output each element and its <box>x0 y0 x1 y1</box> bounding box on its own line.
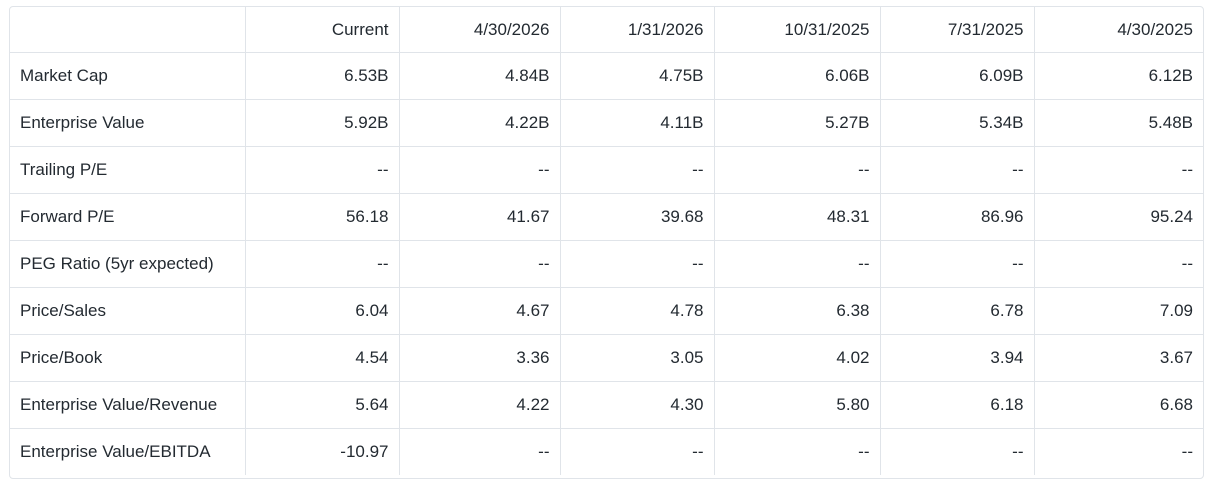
cell-value: -- <box>560 146 715 194</box>
cell-value: -- <box>245 240 400 288</box>
cell-value: 5.48B <box>1034 99 1203 147</box>
row-label: Forward P/E <box>10 193 246 241</box>
cell-value: -- <box>1034 240 1203 288</box>
cell-value: 4.78 <box>560 287 715 335</box>
cell-value: 4.54 <box>245 334 400 382</box>
cell-value: 4.67 <box>399 287 561 335</box>
table-row: Forward P/E 56.18 41.67 39.68 48.31 86.9… <box>10 193 1203 241</box>
column-header-period-1: 4/30/2026 <box>399 7 561 53</box>
column-header-period-4: 7/31/2025 <box>880 7 1035 53</box>
cell-value: 4.75B <box>560 52 715 100</box>
cell-value: 6.68 <box>1034 381 1203 429</box>
cell-value: 4.84B <box>399 52 561 100</box>
column-header-period-2: 1/31/2026 <box>560 7 715 53</box>
cell-value: 5.80 <box>714 381 881 429</box>
table-row: Enterprise Value/Revenue 5.64 4.22 4.30 … <box>10 381 1203 429</box>
cell-value: -- <box>714 146 881 194</box>
table-row: Price/Sales 6.04 4.67 4.78 6.38 6.78 7.0… <box>10 287 1203 335</box>
cell-value: -- <box>880 428 1035 475</box>
cell-value: 6.04 <box>245 287 400 335</box>
cell-value: 86.96 <box>880 193 1035 241</box>
cell-value: 4.22B <box>399 99 561 147</box>
cell-value: 6.12B <box>1034 52 1203 100</box>
valuation-measures-table: Current 4/30/2026 1/31/2026 10/31/2025 7… <box>9 6 1204 479</box>
table-row: Enterprise Value/EBITDA -10.97 -- -- -- … <box>10 428 1203 475</box>
cell-value: -- <box>1034 146 1203 194</box>
row-label: Enterprise Value <box>10 99 246 147</box>
cell-value: -10.97 <box>245 428 400 475</box>
cell-value: 95.24 <box>1034 193 1203 241</box>
cell-value: 6.38 <box>714 287 881 335</box>
cell-value: 6.06B <box>714 52 881 100</box>
cell-value: -- <box>714 428 881 475</box>
table-row: Market Cap 6.53B 4.84B 4.75B 6.06B 6.09B… <box>10 52 1203 100</box>
cell-value: 3.36 <box>399 334 561 382</box>
column-header-current: Current <box>245 7 400 53</box>
table-body: Market Cap 6.53B 4.84B 4.75B 6.06B 6.09B… <box>10 52 1203 475</box>
cell-value: 4.02 <box>714 334 881 382</box>
cell-value: -- <box>245 146 400 194</box>
column-header-label <box>10 7 246 53</box>
cell-value: 3.05 <box>560 334 715 382</box>
cell-value: 6.18 <box>880 381 1035 429</box>
row-label: Enterprise Value/Revenue <box>10 381 246 429</box>
table-header: Current 4/30/2026 1/31/2026 10/31/2025 7… <box>10 7 1203 53</box>
cell-value: 7.09 <box>1034 287 1203 335</box>
column-header-period-3: 10/31/2025 <box>714 7 881 53</box>
cell-value: -- <box>880 146 1035 194</box>
cell-value: 48.31 <box>714 193 881 241</box>
cell-value: -- <box>560 428 715 475</box>
cell-value: 56.18 <box>245 193 400 241</box>
row-label: Enterprise Value/EBITDA <box>10 428 246 475</box>
header-row: Current 4/30/2026 1/31/2026 10/31/2025 7… <box>10 7 1203 53</box>
row-label: PEG Ratio (5yr expected) <box>10 240 246 288</box>
cell-value: 3.67 <box>1034 334 1203 382</box>
cell-value: 4.11B <box>560 99 715 147</box>
table-row: PEG Ratio (5yr expected) -- -- -- -- -- … <box>10 240 1203 288</box>
cell-value: 39.68 <box>560 193 715 241</box>
cell-value: 5.92B <box>245 99 400 147</box>
column-header-period-5: 4/30/2025 <box>1034 7 1203 53</box>
cell-value: -- <box>560 240 715 288</box>
cell-value: 3.94 <box>880 334 1035 382</box>
cell-value: 41.67 <box>399 193 561 241</box>
cell-value: 6.09B <box>880 52 1035 100</box>
row-label: Price/Book <box>10 334 246 382</box>
cell-value: -- <box>399 428 561 475</box>
cell-value: 5.64 <box>245 381 400 429</box>
cell-value: 6.53B <box>245 52 400 100</box>
cell-value: -- <box>880 240 1035 288</box>
cell-value: 5.27B <box>714 99 881 147</box>
row-label: Trailing P/E <box>10 146 246 194</box>
cell-value: -- <box>399 240 561 288</box>
cell-value: 4.22 <box>399 381 561 429</box>
row-label: Market Cap <box>10 52 246 100</box>
cell-value: -- <box>714 240 881 288</box>
table-row: Trailing P/E -- -- -- -- -- -- <box>10 146 1203 194</box>
valuation-table: Current 4/30/2026 1/31/2026 10/31/2025 7… <box>10 7 1203 475</box>
table-row: Price/Book 4.54 3.36 3.05 4.02 3.94 3.67 <box>10 334 1203 382</box>
row-label: Price/Sales <box>10 287 246 335</box>
cell-value: 6.78 <box>880 287 1035 335</box>
cell-value: 5.34B <box>880 99 1035 147</box>
cell-value: 4.30 <box>560 381 715 429</box>
cell-value: -- <box>1181 442 1193 461</box>
table-row: Enterprise Value 5.92B 4.22B 4.11B 5.27B… <box>10 99 1203 147</box>
cell-value: -- <box>399 146 561 194</box>
